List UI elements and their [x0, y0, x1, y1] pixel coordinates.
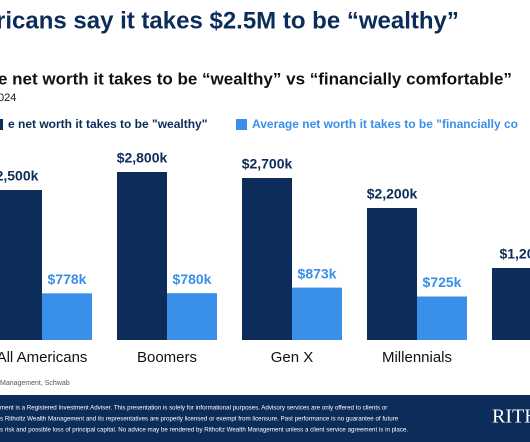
legend-label: e net worth it takes to be "wealthy"	[8, 117, 207, 131]
value-label: $873k	[298, 265, 337, 281]
x-tick-label: Millennials	[382, 349, 452, 366]
logo: RITH	[492, 406, 530, 428]
bar	[0, 190, 42, 340]
bar	[417, 296, 467, 340]
chart-subtitle: e net worth it takes to be “wealthy” vs …	[0, 69, 512, 88]
x-tick-label: Gen X	[271, 349, 314, 366]
disclaimer: s Ritholtz Wealth Management and its rep…	[0, 416, 399, 423]
value-label: $2,700k	[242, 156, 293, 172]
footer-band	[0, 395, 530, 442]
value-label: $1,20	[499, 246, 530, 262]
disclaimer: s risk and possible loss of principal ca…	[0, 427, 408, 434]
legend-label: Average net worth it takes to be "financ…	[252, 117, 518, 131]
disclaimer: ment is a Registered Investment Adviser.…	[0, 405, 387, 412]
bar	[242, 178, 292, 340]
x-tick-label: All Americans	[0, 349, 87, 366]
bar	[117, 172, 167, 340]
source: Management, Schwab	[0, 380, 70, 387]
date: 024	[0, 92, 16, 104]
legend-swatch	[236, 119, 247, 130]
value-label: $2,800k	[117, 150, 168, 166]
value-label: $778k	[48, 271, 87, 287]
bar	[42, 293, 92, 340]
bar	[167, 293, 217, 340]
chart-title: ricans say it takes $2.5M to be “wealthy…	[0, 7, 459, 34]
bar	[492, 268, 530, 340]
value-label: 2,500k	[0, 168, 39, 184]
legend-swatch	[0, 119, 3, 130]
value-label: $780k	[173, 271, 212, 287]
value-label: $725k	[423, 274, 462, 290]
x-tick-label: Boomers	[137, 349, 197, 366]
value-label: $2,200k	[367, 186, 418, 202]
bar	[367, 208, 417, 340]
bar	[292, 287, 342, 340]
